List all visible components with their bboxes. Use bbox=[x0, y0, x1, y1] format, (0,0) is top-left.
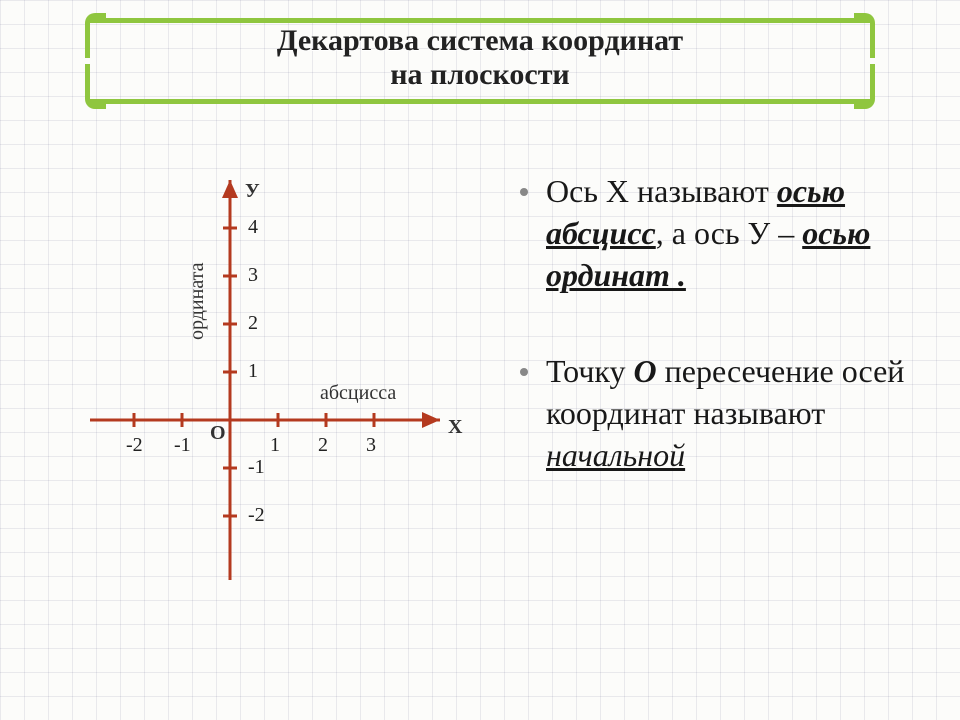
title-frame-corner bbox=[85, 64, 106, 109]
x-tick-label: -2 bbox=[126, 434, 143, 457]
bullet-dot-icon bbox=[520, 188, 528, 196]
y-tick-label: 2 bbox=[248, 312, 258, 335]
x-tick-label: -1 bbox=[174, 434, 191, 457]
title-frame-bottom bbox=[90, 99, 870, 104]
title-frame-corner bbox=[854, 13, 875, 58]
emph-initial: начальной bbox=[546, 437, 685, 473]
y-tick-label: 3 bbox=[248, 264, 258, 287]
x-axis-title: абсцисса bbox=[320, 382, 396, 405]
text: Точку bbox=[546, 353, 634, 389]
bullet-item: Точку О пересечение осей координат назыв… bbox=[520, 350, 940, 476]
y-axis-letter: У bbox=[245, 180, 260, 203]
x-axis-letter: X bbox=[448, 416, 462, 439]
text: , а ось У – bbox=[656, 215, 802, 251]
bullet-text: Точку О пересечение осей координат назыв… bbox=[546, 350, 940, 476]
title-line1: Декартова система координат bbox=[277, 24, 683, 57]
x-tick-label: 1 bbox=[270, 434, 280, 457]
x-tick-label: 2 bbox=[318, 434, 328, 457]
slide-title: Декартова система координат на плоскости bbox=[90, 18, 870, 92]
title-frame-corner bbox=[85, 13, 106, 58]
slide-root: Декартова система координат на плоскости… bbox=[0, 0, 960, 720]
axes-svg bbox=[60, 150, 490, 670]
y-tick-label: -1 bbox=[248, 456, 265, 479]
title-frame-top bbox=[90, 18, 870, 23]
emph-origin-O: О bbox=[634, 353, 657, 389]
y-tick-label: 4 bbox=[248, 216, 258, 239]
x-axis-arrow bbox=[422, 412, 440, 428]
origin-label: O bbox=[210, 422, 226, 445]
y-tick-label: -2 bbox=[248, 504, 265, 527]
title-frame-corner bbox=[854, 64, 875, 109]
x-tick-label: 3 bbox=[366, 434, 376, 457]
title-line2: на плоскости bbox=[390, 58, 569, 91]
text: Ось Х называют bbox=[546, 173, 777, 209]
y-axis-title: ордината bbox=[186, 262, 209, 340]
coordinate-system: У X O абсцисса ордината -2-1123-2-11234 bbox=[60, 150, 490, 670]
y-axis-arrow bbox=[222, 180, 238, 198]
bullet-list: Ось Х называют осью абсцисс, а ось У – о… bbox=[520, 170, 940, 530]
bullet-item: Ось Х называют осью абсцисс, а ось У – о… bbox=[520, 170, 940, 296]
bullet-text: Ось Х называют осью абсцисс, а ось У – о… bbox=[546, 170, 940, 296]
y-tick-label: 1 bbox=[248, 360, 258, 383]
title-frame: Декартова система координат на плоскости bbox=[90, 18, 870, 104]
bullet-dot-icon bbox=[520, 368, 528, 376]
